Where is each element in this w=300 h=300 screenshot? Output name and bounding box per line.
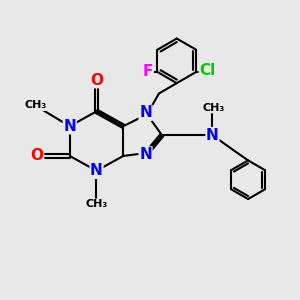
Text: CH₃: CH₃ [24,100,47,110]
Text: N: N [139,105,152,120]
Text: O: O [31,148,44,164]
Text: O: O [90,73,103,88]
Text: N: N [206,128,219,142]
Text: Cl: Cl [199,63,215,78]
Text: N: N [139,147,152,162]
Text: CH₃: CH₃ [85,199,108,209]
Text: N: N [63,119,76,134]
Text: F: F [143,64,153,80]
Text: N: N [90,163,103,178]
Text: CH₃: CH₃ [203,103,225,113]
